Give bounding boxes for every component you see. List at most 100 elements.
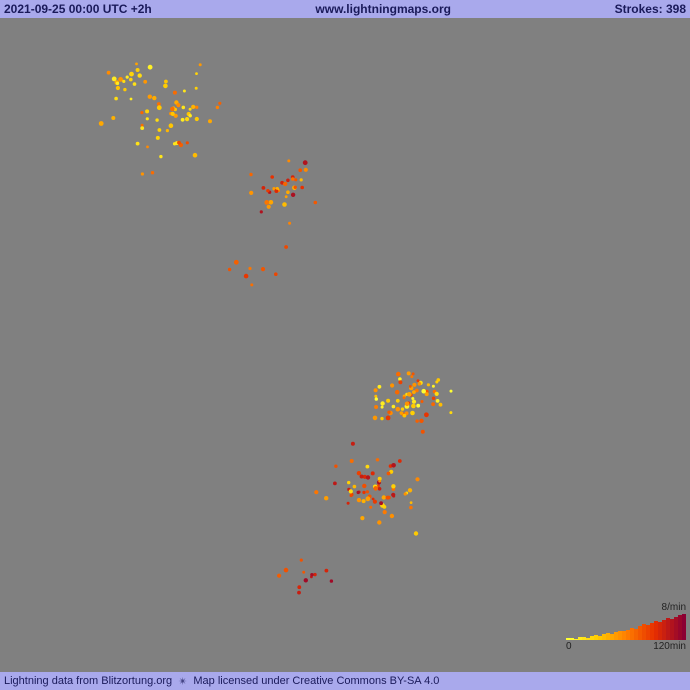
stroke-dot: [129, 72, 134, 77]
stroke-dot: [288, 222, 291, 225]
stroke-dot: [159, 155, 162, 158]
data-credit: Lightning data from Blitzortung.org: [4, 675, 172, 687]
stroke-dot: [432, 397, 436, 401]
stroke-dot: [297, 591, 301, 595]
stroke-dot: [449, 411, 452, 414]
stroke-dot: [375, 397, 378, 400]
stroke-dot: [366, 475, 370, 479]
stroke-dot: [347, 481, 350, 484]
stroke-dot: [116, 82, 119, 85]
stroke-dot: [407, 371, 411, 375]
stroke-dot: [146, 146, 149, 149]
stroke-dot: [107, 71, 111, 75]
stroke-dot: [234, 260, 239, 265]
stroke-dot: [412, 383, 416, 387]
stroke-dot: [360, 475, 364, 479]
stroke-dot: [390, 514, 394, 518]
stroke-dot: [173, 91, 177, 95]
stroke-dot: [123, 88, 126, 91]
stroke-dot: [163, 84, 168, 89]
stroke-dot: [313, 573, 316, 576]
stroke-dot: [186, 141, 189, 144]
stroke-dot: [111, 116, 115, 120]
stroke-dot: [382, 495, 386, 499]
stroke-dot: [381, 406, 384, 409]
license-credit: Map licensed under Creative Commons BY-S…: [193, 675, 439, 687]
legend-rate-label: 8/min: [662, 602, 686, 613]
stroke-dot: [431, 402, 435, 406]
stroke-dot: [141, 172, 144, 175]
stroke-dot: [286, 179, 290, 183]
stroke-dot: [284, 245, 288, 249]
stroke-dot: [297, 585, 301, 589]
stroke-dot: [360, 516, 364, 520]
stroke-dot: [414, 531, 418, 535]
stroke-dot: [116, 86, 120, 90]
stroke-dot: [195, 72, 198, 75]
stroke-dot: [300, 178, 303, 181]
stroke-dot: [366, 496, 371, 501]
stroke-dot: [185, 117, 189, 121]
stroke-dot: [419, 419, 423, 423]
stroke-dot: [436, 399, 440, 403]
stroke-dot: [199, 63, 202, 66]
stroke-dot: [169, 123, 174, 128]
stroke-dot: [294, 178, 297, 181]
stroke-dot: [249, 191, 253, 195]
stroke-dot: [424, 412, 429, 417]
stroke-dot: [276, 187, 279, 190]
stroke-dot: [122, 80, 125, 83]
stroke-dot: [261, 267, 265, 271]
stroke-dot: [324, 496, 328, 500]
stroke-dot: [244, 274, 249, 279]
stroke-dot: [412, 400, 416, 404]
stroke-dot: [270, 175, 274, 179]
stroke-dot: [181, 118, 185, 122]
stroke-dot: [415, 477, 419, 481]
stroke-dot: [427, 383, 430, 386]
stroke-dot: [409, 385, 412, 388]
stroke-dot: [133, 82, 137, 86]
stroke-dot: [357, 498, 361, 502]
lightning-map-frame: 2021-09-25 00:00 UTC +2h www.lightningma…: [0, 0, 690, 690]
stroke-dot: [362, 499, 366, 503]
stroke-dot: [138, 73, 142, 77]
stroke-dot: [398, 377, 402, 381]
stroke-dot: [347, 502, 350, 505]
stroke-dot: [158, 128, 162, 132]
stroke-dot: [396, 407, 401, 412]
stroke-dot: [294, 186, 297, 189]
stroke-dot: [362, 484, 366, 488]
stroke-dot: [416, 404, 420, 408]
stroke-dot: [195, 87, 198, 90]
stroke-dot: [411, 404, 416, 409]
legend-bar: [682, 614, 686, 640]
stroke-dot: [283, 182, 287, 186]
stroke-dot: [411, 397, 414, 400]
stroke-dot: [386, 399, 390, 403]
stroke-dot: [390, 383, 394, 387]
stroke-dot: [177, 141, 181, 145]
stroke-dot: [409, 506, 413, 510]
stroke-dot: [282, 202, 287, 207]
stroke-dot: [372, 498, 375, 501]
stroke-dot: [349, 489, 353, 493]
map-area: 8/min 0 120min: [0, 18, 690, 672]
stroke-dot: [189, 114, 192, 117]
stroke-dot: [152, 96, 156, 100]
stroke-dot: [300, 559, 303, 562]
stroke-dot: [151, 171, 154, 174]
stroke-dot: [351, 442, 355, 446]
stroke-dot: [374, 395, 377, 398]
stroke-dot: [435, 392, 439, 396]
stroke-dot: [400, 411, 404, 415]
stroke-dot: [398, 380, 402, 384]
stroke-dot: [376, 458, 379, 461]
stroke-dot: [285, 195, 288, 198]
stroke-dot: [304, 578, 308, 582]
stroke-dot: [291, 193, 295, 197]
stroke-dot: [421, 400, 424, 403]
stroke-dot: [274, 272, 278, 276]
stroke-dot: [191, 105, 195, 109]
stroke-dot: [371, 471, 375, 475]
